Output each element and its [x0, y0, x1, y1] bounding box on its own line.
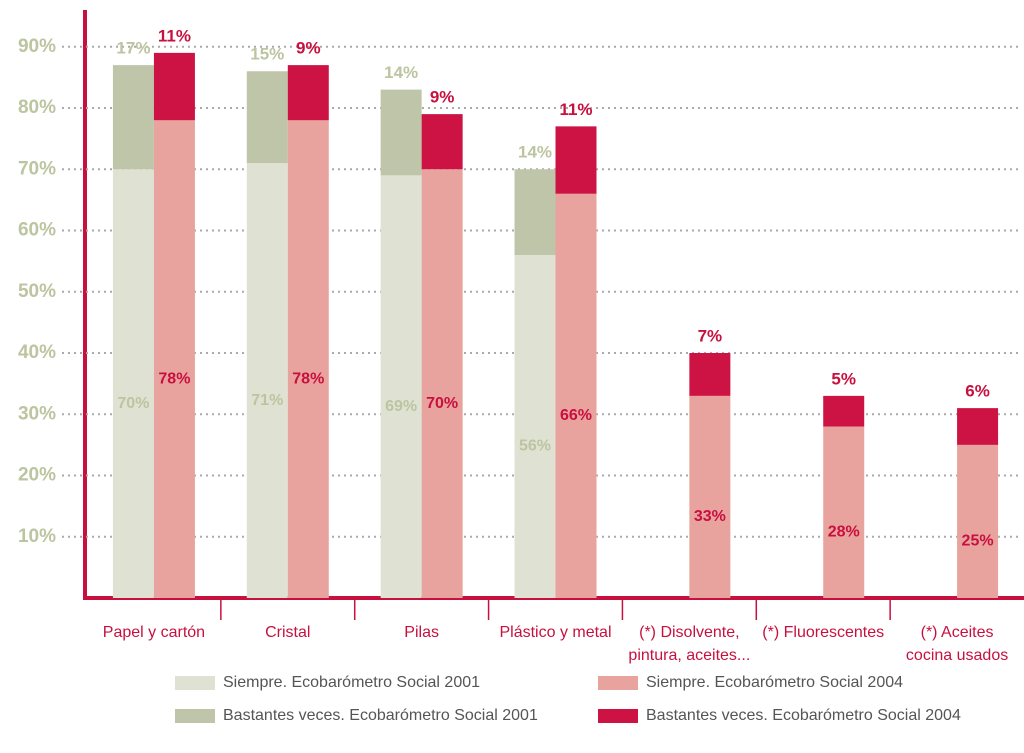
bar-segment: [153, 120, 195, 598]
y-tick-label: 80%: [18, 97, 56, 118]
y-tick-label: 50%: [18, 281, 56, 302]
bar-segment: [112, 65, 154, 170]
data-label: 71%: [251, 392, 283, 409]
data-label: 78%: [158, 370, 190, 387]
data-label: 9%: [296, 39, 321, 58]
data-label: 7%: [698, 326, 723, 345]
legend-label: Siempre. Ecobarómetro Social 2001: [223, 674, 480, 691]
y-tick-label: 10%: [18, 526, 56, 547]
bar-segment: [380, 89, 422, 176]
legend-label: Siempre. Ecobarómetro Social 2004: [646, 674, 903, 691]
data-label: 11%: [559, 100, 592, 119]
bar-segment: [421, 169, 463, 598]
x-tick-label: (*) Fluorescentes: [762, 624, 884, 641]
bar-segment: [112, 169, 154, 598]
data-label: 9%: [430, 88, 455, 107]
y-tick-label: 90%: [18, 36, 56, 57]
bar-segment: [555, 193, 597, 598]
legend-label: Bastantes veces. Ecobarómetro Social 200…: [646, 707, 961, 724]
bar-segment: [689, 395, 731, 598]
x-tick-label: cocina usados: [906, 647, 1008, 664]
y-tick-label: 20%: [18, 465, 56, 486]
legend-label: Bastantes veces. Ecobarómetro Social 200…: [223, 707, 538, 724]
x-tick-label: Pilas: [404, 624, 439, 641]
data-label: 15%: [250, 45, 284, 64]
bar-segment: [287, 120, 329, 598]
bar-segment: [823, 395, 865, 427]
data-label: 70%: [117, 395, 149, 412]
x-tick-label: (*) Aceites: [921, 624, 994, 641]
data-label: 14%: [518, 143, 552, 162]
x-tick-label: pintura, aceites...: [628, 647, 750, 664]
legend-swatch: [175, 709, 215, 723]
data-label: 33%: [694, 508, 726, 525]
data-label: 6%: [965, 382, 990, 401]
bar-segment: [153, 52, 195, 121]
bar-segment: [514, 255, 556, 598]
bar-segment: [823, 426, 865, 598]
bar-segment: [689, 353, 731, 396]
x-tick-label: Papel y cartón: [103, 624, 205, 641]
bar-segment: [287, 65, 329, 121]
data-label: 69%: [385, 398, 417, 415]
bar-segment: [514, 169, 556, 255]
bar-segment: [957, 444, 999, 598]
legend-swatch: [175, 676, 215, 690]
data-label: 56%: [519, 438, 551, 455]
data-label: 70%: [426, 395, 458, 412]
y-tick-label: 40%: [18, 342, 56, 363]
bar-segment: [555, 126, 597, 194]
data-label: 28%: [828, 523, 860, 540]
data-label: 25%: [962, 533, 994, 550]
x-tick-label: Plástico y metal: [499, 624, 611, 641]
y-tick-label: 60%: [18, 220, 56, 241]
bar-segment: [246, 163, 288, 598]
data-label: 17%: [116, 39, 150, 58]
x-tick-label: Cristal: [265, 624, 310, 641]
data-label: 5%: [831, 369, 856, 388]
data-label: 66%: [560, 407, 592, 424]
data-label: 14%: [384, 63, 418, 82]
legend-swatch: [598, 709, 638, 723]
y-tick-label: 30%: [18, 403, 56, 424]
bar-segment: [421, 114, 463, 170]
legend-swatch: [598, 676, 638, 690]
y-tick-label: 70%: [18, 158, 56, 179]
x-tick-label: (*) Disolvente,: [639, 624, 739, 641]
bar-segment: [246, 71, 288, 164]
bar-segment: [957, 408, 999, 445]
data-label: 11%: [158, 26, 191, 45]
bar-segment: [380, 175, 422, 598]
data-label: 78%: [292, 370, 324, 387]
